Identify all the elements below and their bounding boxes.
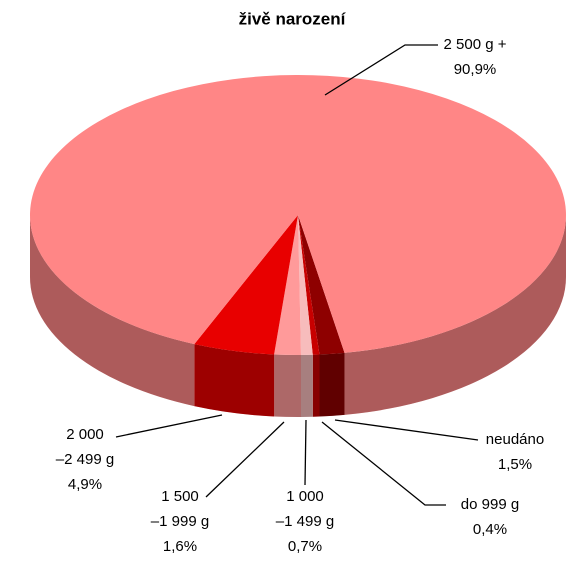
pie-slice [298, 215, 313, 355]
leader-line [334, 419, 479, 441]
pie-side [319, 352, 345, 417]
pie-side [194, 344, 275, 417]
leader-line [115, 414, 223, 438]
pie-side [344, 215, 566, 415]
leader-line [304, 419, 307, 486]
pie-sides [30, 215, 566, 417]
category-label: 2 000 [66, 426, 104, 443]
value-label: 4,9% [68, 476, 102, 493]
category-label: –1 999 g [151, 513, 209, 530]
leader-line [321, 421, 446, 506]
category-label: 1 000 [286, 488, 324, 505]
pie-side-shade [274, 354, 301, 417]
leader-line [205, 421, 285, 498]
pie-side [274, 354, 301, 417]
pie-side [312, 354, 320, 417]
pie-side [30, 215, 195, 407]
category-label: neudáno [486, 431, 544, 448]
value-label: 0,7% [288, 538, 322, 555]
category-label: 2 500 g + [444, 36, 507, 53]
pie-slice [29, 74, 566, 353]
value-label: 1,5% [498, 456, 532, 473]
pie-side-shade [312, 354, 320, 417]
value-label: 1,6% [163, 538, 197, 555]
pie-slice [274, 215, 301, 355]
category-label: 1 500 [161, 488, 199, 505]
value-label: 90,9% [454, 61, 497, 78]
category-label: –2 499 g [56, 451, 114, 468]
pie-slice [194, 215, 298, 355]
pie-side-shade [30, 215, 195, 407]
pie-side-shade [344, 215, 566, 415]
category-label: –1 499 g [276, 513, 334, 530]
category-label: do 999 g [461, 496, 519, 513]
pie-tops [29, 74, 566, 355]
chart-title: živě narození [239, 9, 347, 28]
pie-side-shade [319, 352, 345, 417]
pie-slice [298, 215, 345, 355]
value-label: 0,4% [473, 521, 507, 538]
pie-labels: neudáno 1,5% do 999 g 0,4% 1 000 –1 499 g 0,7%… [56, 36, 544, 555]
pie-slice [298, 215, 320, 355]
pie-side-shade [194, 344, 275, 417]
pie-side [300, 354, 313, 417]
pie-side-shade [300, 354, 313, 417]
leader-line [324, 44, 438, 96]
